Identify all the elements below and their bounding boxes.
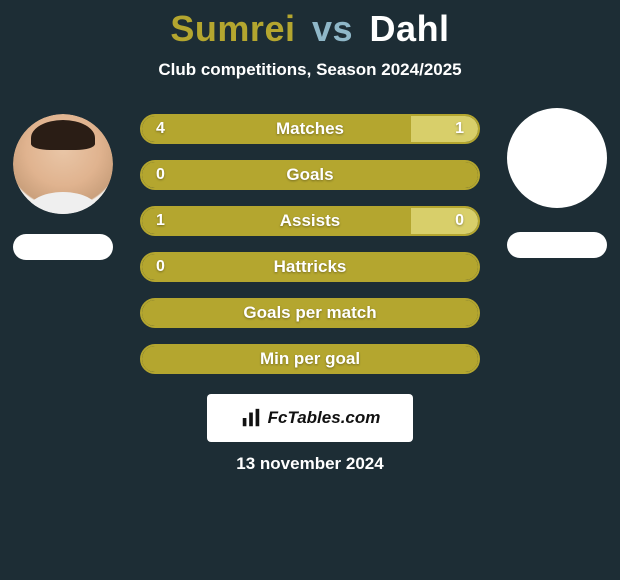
player-left-photo <box>13 114 113 214</box>
attribution-text: FcTables.com <box>268 408 381 428</box>
player-right-name-pill <box>507 232 607 258</box>
stat-bars: 41Matches 0Goals 10Assists 0Hattricks Goals … <box>140 114 480 374</box>
date-text: 13 november 2024 <box>0 454 620 474</box>
stat-label: Min per goal <box>142 346 478 372</box>
player-left-column <box>8 114 118 260</box>
stat-label: Goals <box>142 162 478 188</box>
content-area: 41Matches 0Goals 10Assists 0Hattricks Goals … <box>0 114 620 434</box>
title-vs: vs <box>312 8 353 49</box>
stat-bar: Min per goal <box>140 344 480 374</box>
player-left-avatar <box>13 114 113 214</box>
page-title: Sumrei vs Dahl <box>0 8 620 50</box>
stat-label: Hattricks <box>142 254 478 280</box>
stat-bar: 10Assists <box>140 206 480 236</box>
bar-chart-icon <box>240 407 262 429</box>
player-right-column <box>502 114 612 258</box>
stat-bar: 41Matches <box>140 114 480 144</box>
subtitle: Club competitions, Season 2024/2025 <box>0 60 620 80</box>
player-left-name-pill <box>13 234 113 260</box>
stat-label: Matches <box>142 116 478 142</box>
title-player-1: Sumrei <box>170 8 295 49</box>
stat-bar: 0Goals <box>140 160 480 190</box>
title-player-2: Dahl <box>370 8 450 49</box>
stat-bar: 0Hattricks <box>140 252 480 282</box>
attribution-badge: FcTables.com <box>207 394 413 442</box>
comparison-card: Sumrei vs Dahl Club competitions, Season… <box>0 0 620 580</box>
stat-bar: Goals per match <box>140 298 480 328</box>
stat-label: Assists <box>142 208 478 234</box>
stat-label: Goals per match <box>142 300 478 326</box>
player-right-avatar <box>507 108 607 208</box>
